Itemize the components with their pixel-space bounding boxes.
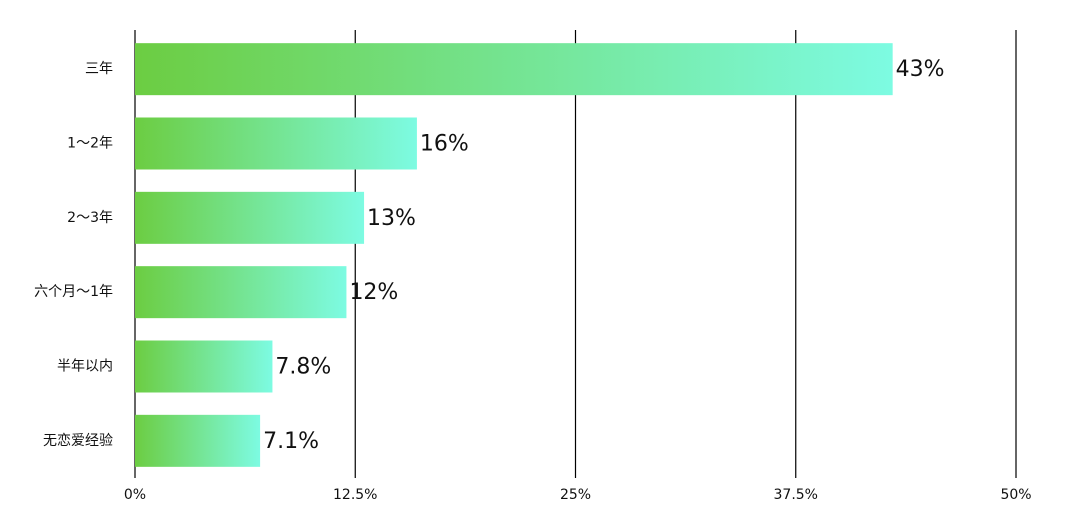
value-label: 13% (367, 206, 416, 231)
y-tick-label: 三年 (85, 61, 113, 77)
bar (135, 191, 365, 244)
value-label: 7.8% (275, 355, 331, 380)
y-tick-label: 2～3年 (67, 210, 113, 226)
bar (135, 266, 347, 319)
value-label: 12% (349, 280, 398, 305)
y-tick-label: 无恋爱经验 (43, 432, 113, 449)
value-label: 43% (896, 57, 945, 82)
y-tick-label: 1～2年 (67, 136, 113, 152)
x-tick-label: 25% (560, 487, 591, 503)
y-tick-label: 六个月～1年 (34, 284, 113, 300)
bar (135, 117, 417, 170)
bar (135, 340, 273, 393)
x-tick-label: 50% (1000, 487, 1031, 503)
bar (135, 414, 261, 467)
x-tick-label: 37.5% (774, 487, 818, 503)
y-tick-label: 半年以内 (57, 359, 113, 375)
bar (135, 43, 893, 96)
value-label: 7.1% (263, 429, 319, 454)
x-tick-label: 12.5% (333, 487, 377, 503)
x-tick-label: 0% (124, 487, 146, 503)
value-label: 16% (420, 132, 469, 157)
